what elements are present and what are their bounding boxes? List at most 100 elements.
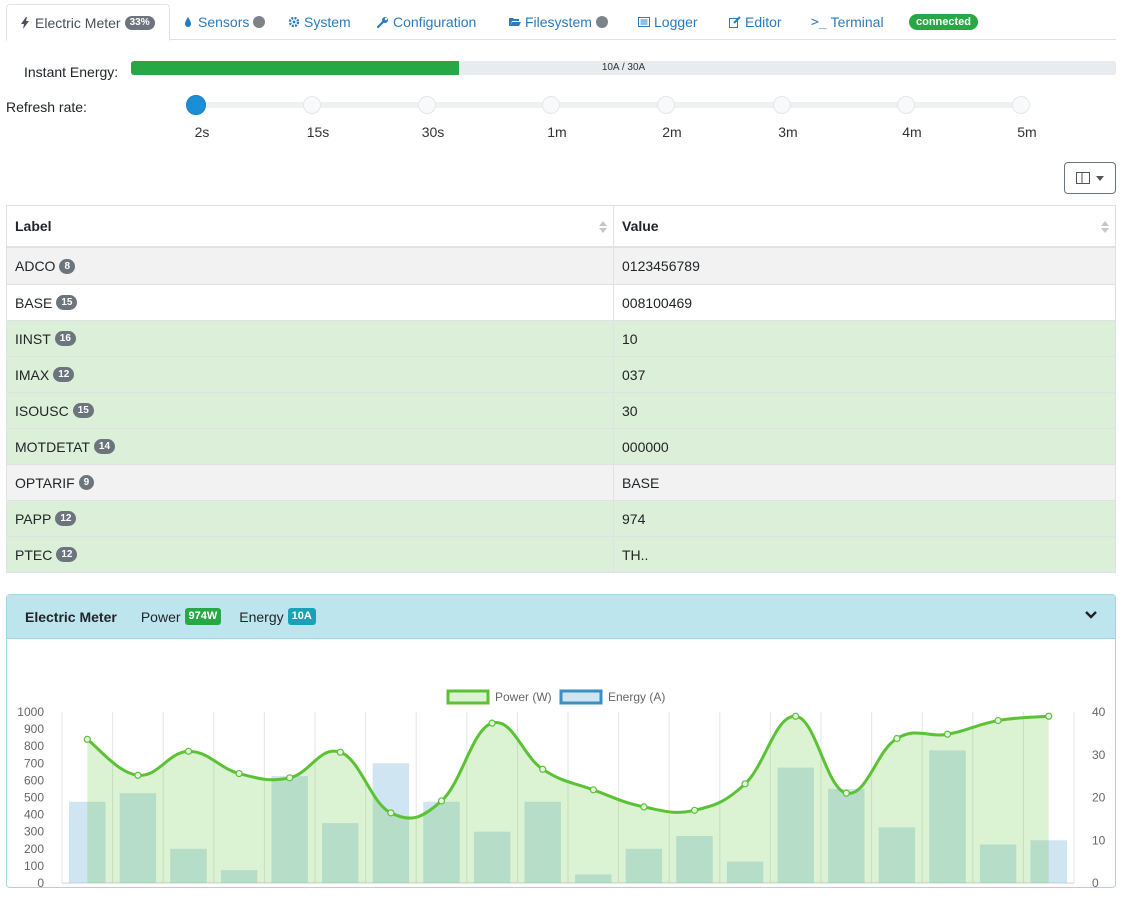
energy-bar [473,831,511,883]
tab-sensors[interactable]: Sensors [182,4,266,40]
tab-filesystem[interactable]: Filesystem [509,4,608,40]
energy-bar [524,801,561,883]
slider-tick-label: 2m [662,124,682,140]
power-point [741,780,749,788]
chevron-down-icon[interactable] [1083,607,1099,623]
power-point [286,774,294,782]
instant-energy-label: Instant Energy: [24,64,119,80]
slider-stop[interactable] [773,96,791,114]
y-right-tick-label: 30 [1092,748,1106,762]
tab-label: Electric Meter [35,14,121,31]
card-header[interactable]: Electric Meter Power 974W Energy 10A [7,595,1115,639]
y-left-tick-label: 1000 [17,705,44,719]
tab-terminal[interactable]: >_ Terminal [811,4,884,40]
y-left-tick-label: 500 [24,791,44,805]
columns-toggle-button[interactable] [1064,162,1116,194]
row-label: OPTARIF [15,474,75,491]
count-badge: 8 [59,258,76,274]
legend-power-swatch [446,689,490,705]
table-row[interactable]: MOTDETAT 14 000000 [7,428,1115,464]
row-label: IINST [15,330,51,347]
y-left-tick-label: 300 [24,825,44,839]
label-cell: IMAX 12 [7,357,614,392]
value-cell: TH.. [614,537,1115,572]
slider-stop[interactable] [657,96,675,114]
row-value: 037 [622,366,646,383]
caret-down-icon [1096,175,1104,181]
slider-tick-label: 5m [1017,124,1037,140]
energy-badge: 10A [287,608,316,625]
energy-bar [929,750,966,883]
power-point [690,806,699,814]
energy-bar [170,848,207,883]
connection-badge: connected [909,13,979,31]
power-point [842,789,850,797]
row-value: 974 [622,510,646,527]
power-label: Power [140,608,181,625]
tab-system[interactable]: System [288,4,351,40]
power-point [184,747,193,755]
value-cell: BASE [614,465,1115,500]
tab-label: Logger [654,14,698,30]
electric-meter-card: Electric Meter Power 974W Energy 10A 0 10… [6,594,1116,898]
sort-icon [599,221,607,233]
y-right-tick-label: 10 [1092,833,1106,847]
row-value: 000000 [622,438,669,455]
meter-table: Label Value ADCO 8 0123456789 BASE 15 0081004… [6,205,1116,573]
power-point [994,716,1002,725]
slider-tick-label: 30s [421,124,445,140]
tab-electric-meter[interactable]: Electric Meter 33% [6,4,170,41]
slider-stop[interactable] [897,96,915,114]
refresh-rate-label: Refresh rate: [6,99,87,115]
row-value: BASE [622,474,660,491]
y-right-tick-label: 0 [1092,876,1099,887]
table-row[interactable]: PTEC 12 TH.. [7,536,1115,572]
column-header-value[interactable]: Value [614,206,1115,246]
table-row[interactable]: ADCO 8 0123456789 [7,248,1115,284]
connection-status: connected [909,4,979,40]
progress-badge: 33% [124,15,155,30]
energy-bar [777,767,814,883]
meter-chart: 0 100 200 300 400 500 600 700 800 900 1000 0 10 20 30 4… [17,689,1106,898]
table-row[interactable]: ISOUSC 15 30 [7,392,1115,428]
label-cell: ISOUSC 15 [7,393,614,428]
label-cell: IINST 16 [7,321,614,356]
y-left-tick-label: 0 [37,876,44,887]
status-dot [595,16,608,28]
count-badge: 12 [55,511,77,526]
table-row[interactable]: IMAX 12 037 [7,356,1115,392]
tab-editor[interactable]: Editor [729,4,782,40]
table-row[interactable]: PAPP 12 974 [7,500,1115,536]
table-row[interactable]: OPTARIF 9 BASE [7,464,1115,500]
tab-logger[interactable]: Logger [638,4,698,40]
energy-bar [69,801,106,883]
energy-bar [423,801,460,883]
column-header-label[interactable]: Label [7,206,614,246]
value-cell: 000000 [614,429,1115,464]
slider-stop[interactable] [418,96,436,114]
energy-bar [119,793,157,883]
refresh-rate-slider[interactable] [196,102,1022,108]
energy-bar [1030,840,1067,883]
droplet-icon [185,17,191,27]
sort-icon [1101,221,1109,233]
slider-stop[interactable] [303,96,321,114]
slider-handle[interactable] [186,95,206,115]
value-cell: 008100469 [614,285,1115,320]
row-label: BASE [15,294,53,311]
energy-bar [979,844,1017,883]
slider-stop[interactable] [1012,96,1030,114]
tab-configuration[interactable]: Configuration [377,4,476,40]
power-point [235,769,243,778]
power-point [488,719,496,727]
table-row[interactable]: BASE 15 008100469 [7,284,1115,320]
table-row[interactable]: IINST 16 10 [7,320,1115,356]
energy-bar [271,776,308,883]
gear-icon [288,16,300,28]
energy-bar [372,763,410,883]
slider-stop[interactable] [542,96,560,114]
tab-label: Editor [745,14,782,30]
y-right-tick-label: 20 [1092,791,1106,805]
value-cell: 974 [614,501,1115,536]
slider-tick-label: 1m [547,124,567,140]
